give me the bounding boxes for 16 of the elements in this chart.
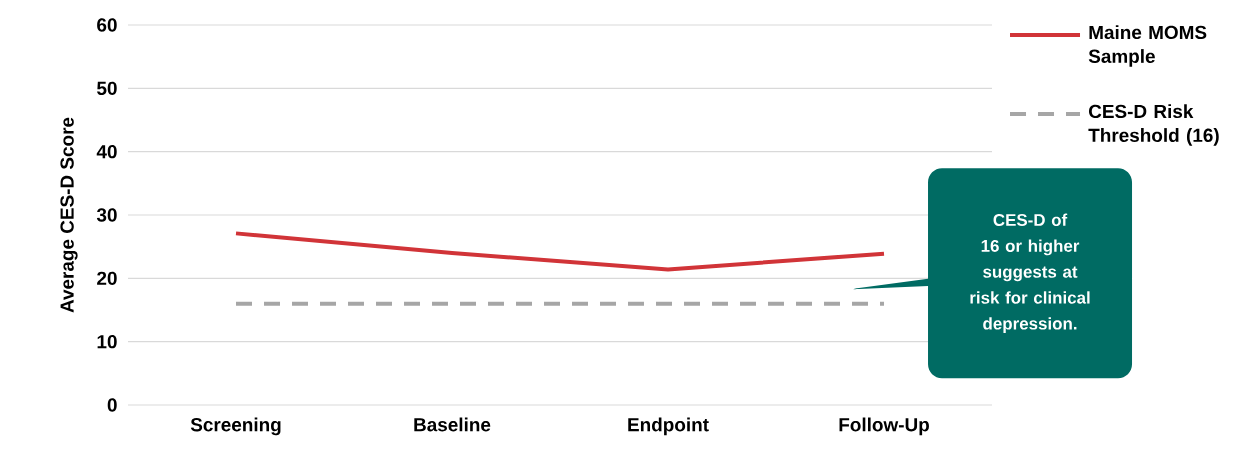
x-tick-label: Follow-Up (839, 417, 929, 436)
y-axis-title: Average CES-D Score (60, 117, 78, 313)
y-tick-label: 40 (96, 144, 117, 159)
y-tick-label: 50 (97, 81, 117, 96)
y-tick-label: 30 (96, 208, 117, 222)
y-tick-label: 10 (97, 334, 117, 349)
x-tick-label: Baseline (414, 417, 491, 432)
y-tick-label: 0 (107, 398, 117, 412)
y-tick-label: 60 (97, 18, 117, 32)
y-tick-label: 20 (97, 271, 117, 286)
line-series (234, 231, 887, 272)
legend-label: Maine MOMS Sample (1088, 25, 1207, 67)
annotation: CES-D of 16 or higher suggests at risk for clinical depression. (970, 213, 1090, 333)
legend-label: CES-D Risk Threshold (16) (1088, 104, 1219, 146)
x-tick-label: Screening (190, 417, 281, 436)
x-tick-label: Endpoint (628, 417, 709, 436)
